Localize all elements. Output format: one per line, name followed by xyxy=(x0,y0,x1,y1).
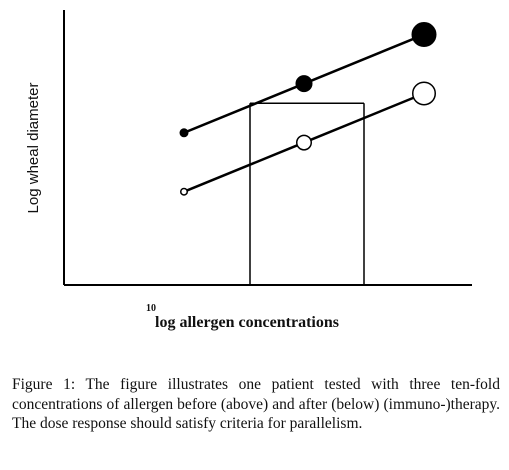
data-point-after-1 xyxy=(180,187,188,196)
figure-caption: Figure 1: The figure illustrates one pat… xyxy=(12,376,500,432)
x-axis-label-superscript: 10 xyxy=(146,303,156,314)
data-point-before-3 xyxy=(411,22,437,48)
data-point-after-2 xyxy=(296,134,312,151)
parallelism-box-layer xyxy=(249,102,365,285)
data-point-before-2 xyxy=(295,75,313,93)
dose-response-chart: Log wheal diameter 10 log allergen conce… xyxy=(25,10,472,331)
x-axis-label: log allergen concentrations xyxy=(155,314,339,331)
data-point-before-1 xyxy=(179,128,189,138)
series-layer xyxy=(179,22,437,196)
axes xyxy=(63,10,472,286)
data-point-after-3 xyxy=(412,81,436,106)
y-axis-label: Log wheal diameter xyxy=(25,83,42,214)
